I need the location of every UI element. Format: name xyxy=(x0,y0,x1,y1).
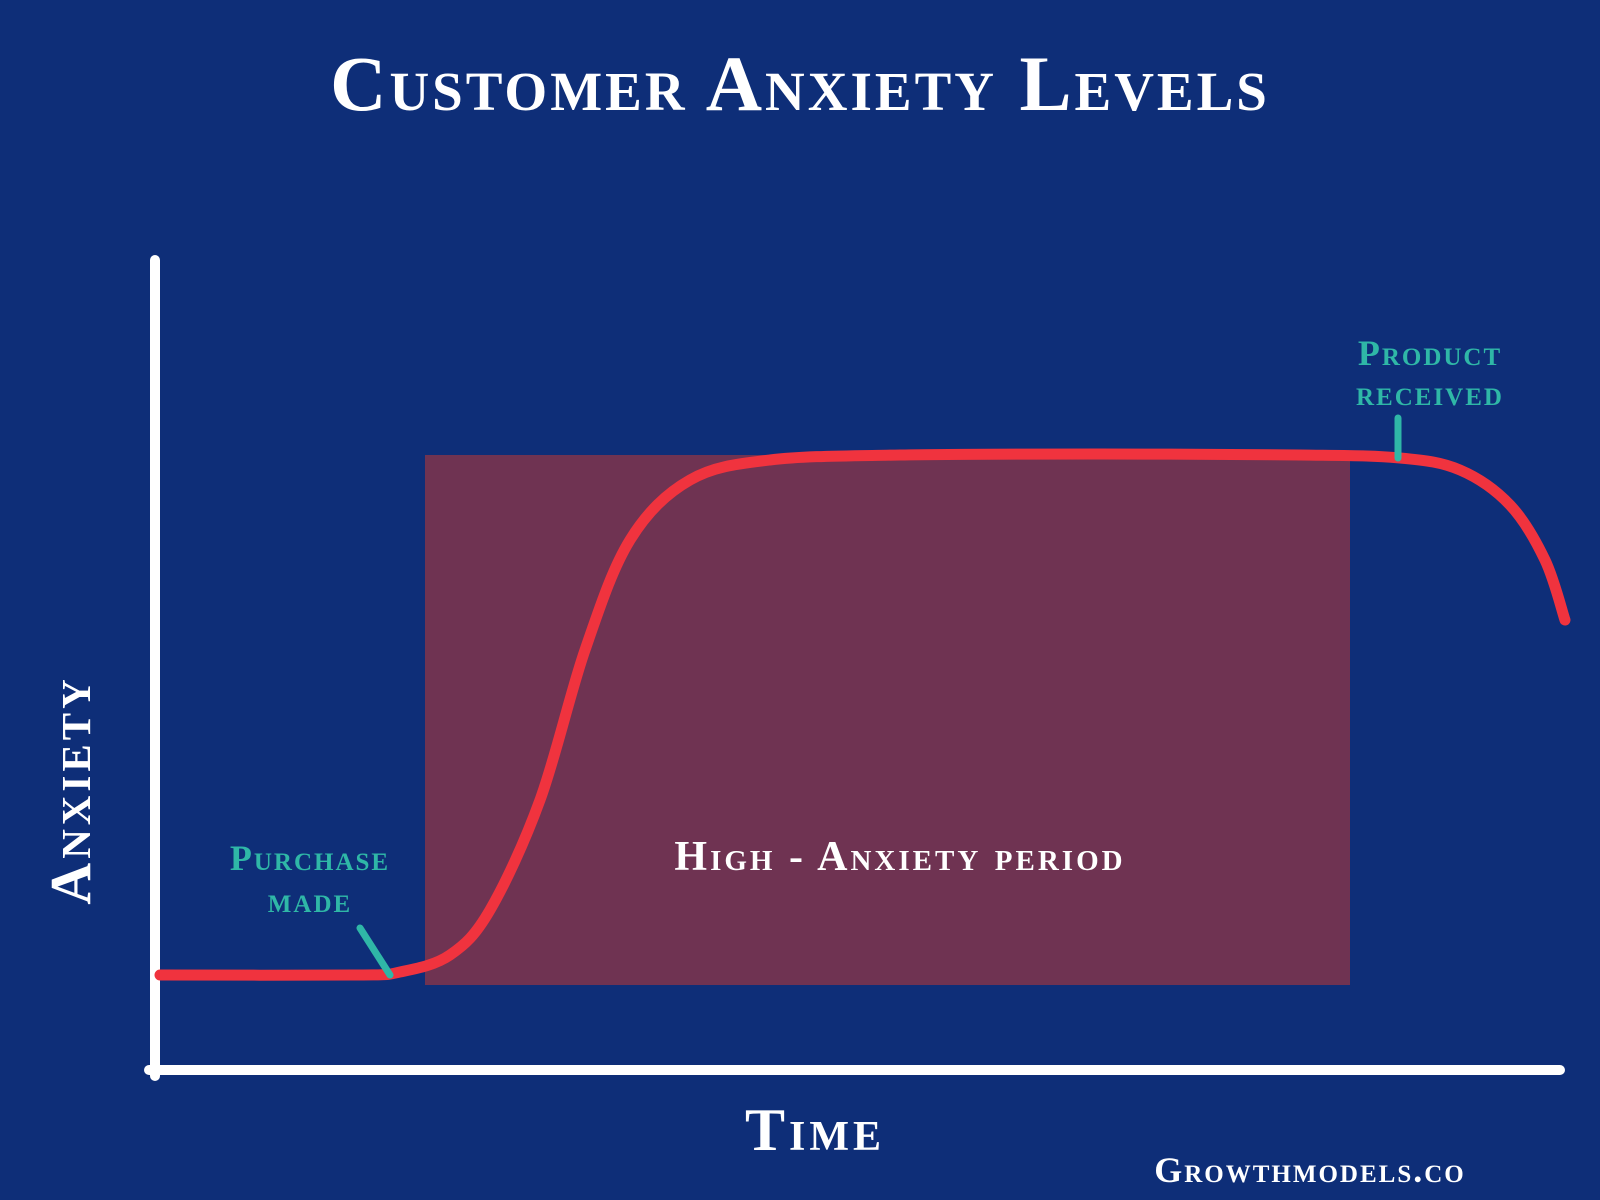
product-received-label-2: received xyxy=(1356,373,1504,413)
purchase-made-label-2: made xyxy=(268,880,352,920)
high-anxiety-label: High - Anxiety period xyxy=(674,834,1125,880)
product-received-label: Product xyxy=(1358,333,1502,373)
y-axis-label: Anxiety xyxy=(38,675,103,904)
chart-title: Customer Anxiety Levels xyxy=(330,40,1270,127)
x-axis-label: Time xyxy=(745,1097,885,1163)
watermark: Growthmodels.co xyxy=(1154,1150,1465,1190)
purchase-made-label: Purchase xyxy=(230,838,390,878)
chart-container: Customer Anxiety Levels Time Anxiety High -… xyxy=(0,0,1600,1200)
